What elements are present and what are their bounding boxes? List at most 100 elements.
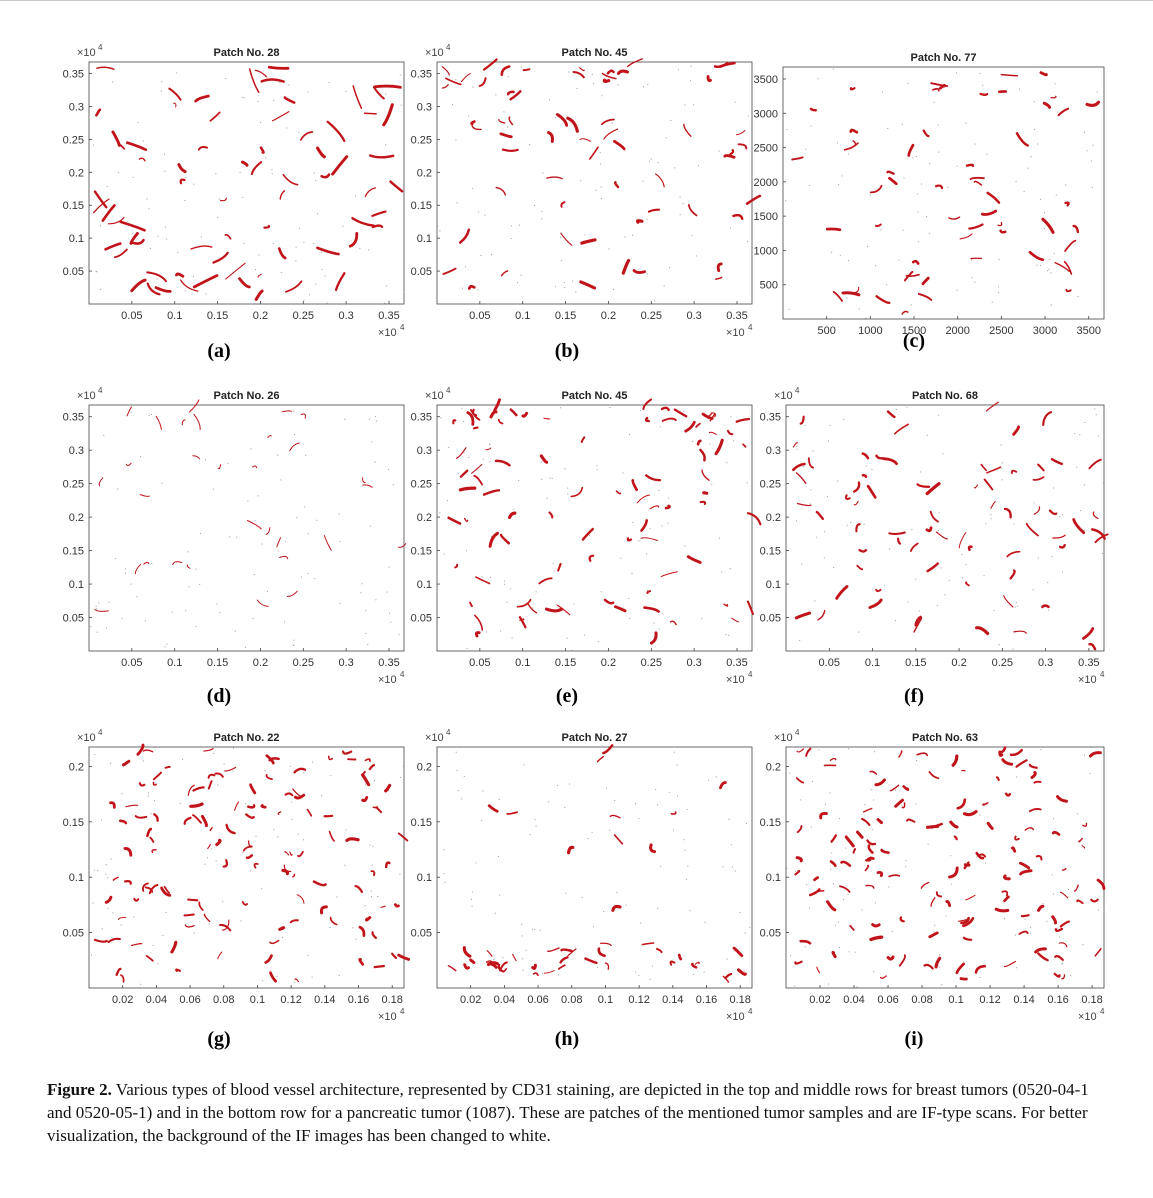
vessel-segment bbox=[183, 816, 192, 825]
tissue-speck bbox=[511, 225, 513, 227]
y-tick-label: 0.15 bbox=[411, 817, 432, 829]
tissue-speck bbox=[668, 791, 670, 793]
vessel-segment bbox=[172, 102, 177, 108]
x-tick-label: 0.16 bbox=[1047, 994, 1068, 1006]
tissue-speck bbox=[1083, 131, 1085, 133]
tissue-speck bbox=[199, 583, 201, 585]
vessel-segment bbox=[326, 120, 346, 142]
tissue-speck bbox=[338, 513, 340, 515]
tissue-speck bbox=[720, 571, 722, 573]
vessel-segment bbox=[194, 94, 210, 103]
tissue-speck bbox=[815, 536, 817, 538]
tissue-speck bbox=[463, 775, 465, 777]
panel-plot-f: Patch No. 680.05 0.1 0.15 0.2 0.25 0.3 0.350.3… bbox=[760, 386, 1109, 686]
vessel-segment bbox=[209, 826, 213, 832]
x-tick-label: 0.15 bbox=[905, 657, 926, 669]
y-tick-label: 0.1 bbox=[417, 872, 432, 884]
tissue-speck bbox=[124, 572, 126, 574]
tissue-speck bbox=[704, 921, 706, 923]
tissue-speck bbox=[305, 454, 307, 456]
caption-label: Figure 2. bbox=[47, 1080, 112, 1099]
panel-title: Patch No. 63 bbox=[912, 732, 978, 744]
vessel-segment bbox=[1061, 974, 1066, 980]
y-tick-label: 0.2 bbox=[417, 167, 432, 179]
tissue-speck bbox=[1032, 589, 1034, 591]
vessel-segment bbox=[134, 563, 142, 575]
vessel-segment bbox=[699, 448, 706, 462]
tissue-speck bbox=[497, 856, 499, 858]
tissue-speck bbox=[164, 646, 166, 648]
panel-label-i: (i) bbox=[904, 1028, 924, 1050]
vessel-segment bbox=[146, 827, 153, 838]
y-tick-label: 0.35 bbox=[411, 412, 432, 424]
vessel-segment bbox=[221, 919, 230, 931]
x-tick-label: 2500 bbox=[989, 325, 1013, 337]
panel-i: Patch No. 63 0.02 0.04 0.06 0.08 0.1 0.12 0.14 0… bbox=[736, 717, 1134, 1023]
vessel-segment bbox=[1089, 751, 1102, 758]
tissue-speck bbox=[388, 566, 390, 568]
tissue-speck bbox=[905, 866, 907, 868]
tissue-speck bbox=[679, 214, 681, 216]
tissue-speck bbox=[918, 241, 920, 243]
tissue-speck bbox=[689, 910, 691, 912]
vessel-segment bbox=[389, 180, 404, 193]
tissue-speck bbox=[107, 877, 109, 879]
tissue-speck bbox=[131, 232, 133, 234]
vessel-segment bbox=[118, 819, 128, 825]
vessel-segment bbox=[95, 108, 102, 117]
vessel-segment bbox=[723, 154, 736, 159]
tissue-speck bbox=[117, 488, 119, 490]
vessel-segment bbox=[560, 201, 566, 208]
tissue-speck bbox=[455, 139, 457, 141]
tissue-speck bbox=[277, 836, 279, 838]
y-exponent: 4 bbox=[795, 386, 800, 395]
x-tick-label: 0.15 bbox=[207, 310, 228, 322]
tissue-speck bbox=[1079, 434, 1081, 436]
panel-g: Patch No. 22 0.02 0.04 0.06 0.08 0.1 0.12 0.14 0… bbox=[39, 717, 434, 1023]
tissue-speck bbox=[120, 924, 122, 926]
vessel-segment bbox=[572, 70, 585, 79]
vessel-segment bbox=[614, 181, 620, 189]
tissue-speck bbox=[365, 610, 367, 612]
tissue-speck bbox=[882, 91, 884, 93]
vessel-segment bbox=[923, 963, 934, 970]
x-tick-label: 0.16 bbox=[348, 994, 369, 1006]
tissue-speck bbox=[458, 790, 460, 792]
x-tick-label: 0.25 bbox=[293, 657, 314, 669]
vessel-segment bbox=[1072, 518, 1086, 535]
tissue-speck bbox=[806, 883, 808, 885]
vessel-segment bbox=[794, 869, 801, 876]
vessel-segment bbox=[613, 834, 624, 845]
x-tick-label: 0.02 bbox=[460, 994, 481, 1006]
vessel-segment bbox=[962, 810, 978, 817]
tissue-speck bbox=[482, 458, 484, 460]
vessel-segment bbox=[664, 504, 671, 510]
vessel-segment bbox=[603, 598, 615, 605]
vessel-segment bbox=[985, 401, 999, 412]
tissue-speck bbox=[488, 443, 490, 445]
tissue-speck bbox=[649, 527, 651, 529]
vessel-segment bbox=[312, 880, 327, 887]
x-tick-label: 0.2 bbox=[601, 310, 616, 322]
axes-box bbox=[785, 404, 1105, 652]
tissue-speck bbox=[542, 972, 544, 974]
tissue-speck bbox=[803, 466, 805, 468]
tissue-speck bbox=[205, 293, 207, 295]
tissue-speck bbox=[481, 820, 483, 822]
vessel-segment bbox=[394, 903, 400, 908]
tissue-speck bbox=[151, 562, 153, 564]
vessel-segment bbox=[1012, 425, 1021, 436]
y-tick-label: 0.25 bbox=[411, 134, 432, 146]
tissue-speck bbox=[629, 618, 631, 620]
tissue-speck bbox=[535, 825, 537, 827]
tissue-speck bbox=[617, 84, 619, 86]
tissue-speck bbox=[472, 891, 474, 893]
vessel-segment bbox=[1065, 288, 1072, 293]
vessel-segment bbox=[278, 926, 286, 931]
tissue-speck bbox=[265, 157, 267, 159]
vessel-segment bbox=[968, 223, 984, 230]
tissue-speck bbox=[674, 167, 676, 169]
tissue-speck bbox=[789, 772, 791, 774]
tissue-speck bbox=[188, 586, 190, 588]
tissue-speck bbox=[1016, 776, 1018, 778]
